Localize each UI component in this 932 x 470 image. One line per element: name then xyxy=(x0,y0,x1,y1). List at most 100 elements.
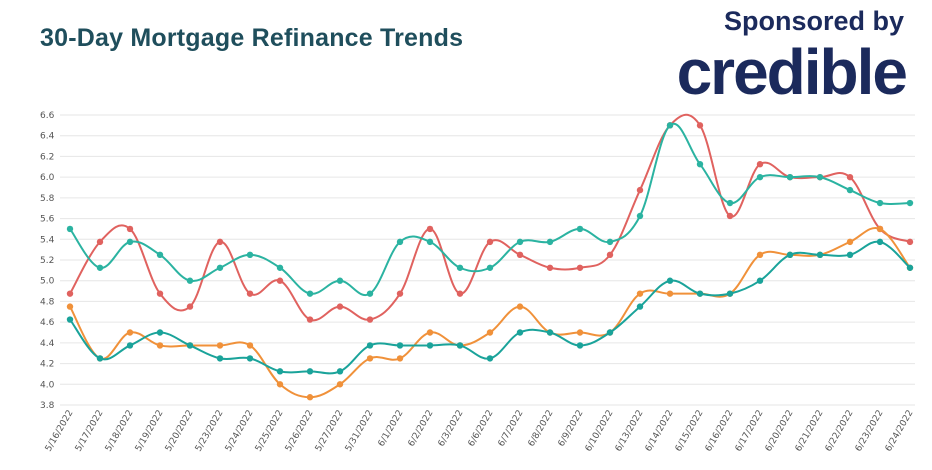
data-point xyxy=(96,264,104,271)
x-tick-label: 6/17/2022 xyxy=(734,409,766,454)
data-point xyxy=(366,355,374,362)
data-point xyxy=(576,225,584,233)
data-point xyxy=(606,238,614,246)
data-point xyxy=(216,238,224,246)
x-tick-label: 5/18/2022 xyxy=(104,409,136,454)
data-point xyxy=(756,160,764,168)
data-point xyxy=(516,303,524,310)
x-tick-label: 6/21/2022 xyxy=(794,409,826,454)
series-line xyxy=(69,240,911,375)
brand-logo: credible xyxy=(676,36,908,108)
x-tick-label: 6/3/2022 xyxy=(437,409,466,449)
data-point xyxy=(126,342,134,349)
data-point xyxy=(636,303,644,310)
y-tick-label: 6.2 xyxy=(40,152,54,162)
data-point xyxy=(906,238,914,246)
data-point xyxy=(576,342,584,349)
data-point xyxy=(516,329,524,336)
x-tick-label: 6/23/2022 xyxy=(854,409,886,454)
grid-layer xyxy=(60,114,915,406)
data-point xyxy=(396,342,404,349)
data-point xyxy=(666,277,674,284)
series-2 xyxy=(66,122,914,297)
data-point xyxy=(336,303,344,310)
data-point xyxy=(246,355,254,362)
data-point xyxy=(246,251,254,259)
y-tick-label: 6.0 xyxy=(40,173,55,183)
data-point xyxy=(336,277,344,284)
data-point xyxy=(546,264,554,271)
data-point xyxy=(426,238,434,246)
data-point xyxy=(186,277,194,284)
data-point xyxy=(396,238,404,246)
data-point xyxy=(786,251,794,259)
x-tick-label: 6/16/2022 xyxy=(704,409,736,454)
y-tick-label: 5.0 xyxy=(40,277,55,287)
y-tick-label: 4.4 xyxy=(40,339,55,349)
data-point xyxy=(366,342,374,349)
data-point xyxy=(846,186,854,194)
x-tick-label: 6/7/2022 xyxy=(497,409,526,449)
x-tick-label: 6/1/2022 xyxy=(377,409,406,449)
y-tick-label: 4.0 xyxy=(40,380,55,390)
data-point xyxy=(156,290,164,297)
x-tick-label: 5/23/2022 xyxy=(194,409,226,454)
x-tick-label: 5/20/2022 xyxy=(164,409,196,454)
data-point xyxy=(336,368,344,375)
data-point xyxy=(306,368,314,375)
data-point xyxy=(876,238,884,246)
series-1 xyxy=(66,113,914,323)
data-point xyxy=(636,212,644,220)
x-tick-label: 5/17/2022 xyxy=(74,409,106,454)
x-tick-label: 6/2/2022 xyxy=(407,409,436,449)
series-line xyxy=(69,226,911,399)
x-tick-label: 5/16/2022 xyxy=(44,409,76,454)
data-point xyxy=(426,329,434,336)
data-point xyxy=(306,394,314,401)
data-point xyxy=(366,290,374,297)
y-tick-label: 4.6 xyxy=(40,318,55,328)
y-tick-label: 4.2 xyxy=(40,360,54,370)
data-point xyxy=(156,329,164,336)
series-3 xyxy=(66,225,914,401)
x-tick-label: 5/24/2022 xyxy=(224,409,256,454)
y-tick-label: 5.8 xyxy=(40,194,55,204)
data-point xyxy=(126,329,134,336)
data-point xyxy=(486,355,494,362)
data-point xyxy=(276,381,284,388)
data-point xyxy=(306,290,314,297)
data-point xyxy=(516,251,524,259)
data-point xyxy=(726,199,734,207)
data-point xyxy=(126,238,134,246)
data-point xyxy=(96,238,104,246)
y-tick-label: 6.6 xyxy=(40,111,55,121)
x-axis: 5/16/20225/17/20225/18/20225/19/20225/20… xyxy=(44,409,916,454)
data-point xyxy=(276,264,284,271)
data-point xyxy=(756,251,764,259)
data-point xyxy=(486,264,494,271)
y-tick-label: 6.4 xyxy=(40,132,55,142)
data-point xyxy=(696,290,704,297)
x-tick-label: 6/20/2022 xyxy=(764,409,796,454)
x-tick-label: 6/22/2022 xyxy=(824,409,856,454)
data-point xyxy=(396,290,404,297)
data-point xyxy=(66,225,74,233)
data-point xyxy=(66,290,74,297)
data-point xyxy=(216,264,224,271)
data-point xyxy=(906,199,914,207)
series-line xyxy=(69,113,911,322)
x-tick-label: 6/9/2022 xyxy=(557,409,586,449)
data-point xyxy=(846,251,854,259)
data-point xyxy=(546,329,554,336)
data-point xyxy=(306,316,314,323)
data-point xyxy=(276,277,284,284)
data-point xyxy=(576,329,584,336)
series-4 xyxy=(66,238,914,375)
data-point xyxy=(876,199,884,207)
data-point xyxy=(576,264,584,271)
data-point xyxy=(456,264,464,271)
x-tick-label: 5/31/2022 xyxy=(344,409,376,454)
data-point xyxy=(816,173,824,181)
data-point xyxy=(546,238,554,246)
